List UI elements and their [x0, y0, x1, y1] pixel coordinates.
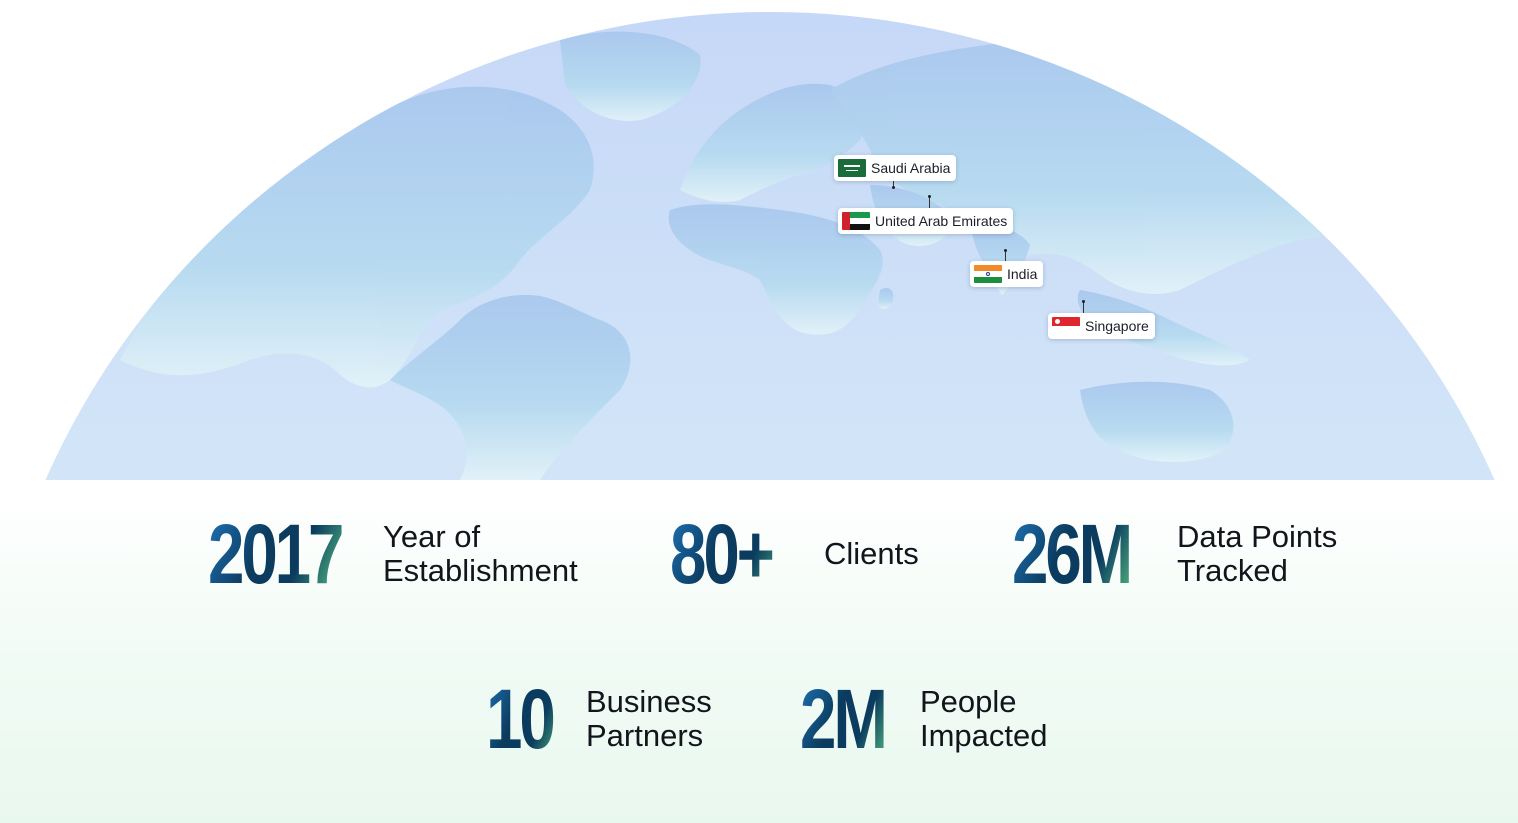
- stat-label-line: Business: [586, 684, 712, 719]
- stat-value: 80+: [670, 512, 790, 596]
- saudi-arabia-flag-icon: [838, 159, 866, 177]
- location-label: Singapore: [1085, 318, 1149, 334]
- stat-value: 26M: [1012, 512, 1141, 596]
- stat-year-established: 2017 Year of Establishment: [208, 512, 578, 596]
- stat-clients: 80+ Clients: [670, 512, 919, 596]
- location-label: India: [1007, 266, 1038, 282]
- stat-label-line: Year of: [383, 519, 481, 554]
- location-pin-uae[interactable]: United Arab Emirates: [838, 208, 1014, 234]
- pin-connector: [929, 197, 930, 208]
- stat-business-partners: 10 Business Partners: [486, 677, 712, 761]
- stat-label-line: Establishment: [383, 553, 578, 588]
- location-pin-india[interactable]: India: [970, 261, 1044, 287]
- stat-label-line: People: [920, 684, 1017, 719]
- pin-dot: [928, 195, 931, 198]
- stat-value: 10: [486, 677, 564, 761]
- stat-label: Business Partners: [586, 685, 712, 753]
- stat-label: People Impacted: [920, 685, 1048, 753]
- stat-label: Data Points Tracked: [1177, 520, 1337, 588]
- world-map-globe: Saudi Arabia United Arab Emirates India …: [45, 12, 1495, 480]
- stat-label-line: Tracked: [1177, 553, 1288, 588]
- stat-label-line: Partners: [586, 718, 704, 753]
- stat-people-impacted: 2M People Impacted: [800, 677, 1048, 761]
- location-pin-singapore[interactable]: Singapore: [1048, 313, 1155, 339]
- stat-label-line: Impacted: [920, 718, 1048, 753]
- stat-value: 2017: [208, 512, 345, 596]
- stat-label: Clients: [824, 537, 919, 571]
- location-label: Saudi Arabia: [871, 160, 951, 176]
- singapore-flag-icon: [1052, 317, 1080, 335]
- stat-value: 2M: [800, 677, 894, 761]
- stat-data-points: 26M Data Points Tracked: [1012, 512, 1337, 596]
- stat-label: Year of Establishment: [383, 520, 578, 588]
- pin-connector: [1083, 302, 1084, 313]
- stat-label-line: Data Points: [1177, 519, 1338, 554]
- location-label: United Arab Emirates: [875, 213, 1008, 229]
- pin-dot: [892, 186, 895, 189]
- pin-dot: [1082, 300, 1085, 303]
- pin-connector: [1005, 251, 1006, 261]
- location-pin-saudi-arabia[interactable]: Saudi Arabia: [834, 155, 957, 181]
- uae-flag-icon: [842, 212, 870, 230]
- stat-label-line: Clients: [824, 536, 919, 571]
- india-flag-icon: [974, 265, 1002, 283]
- pin-connector: [893, 181, 894, 187]
- globe-illustration: [45, 12, 1495, 480]
- pin-dot: [1004, 249, 1007, 252]
